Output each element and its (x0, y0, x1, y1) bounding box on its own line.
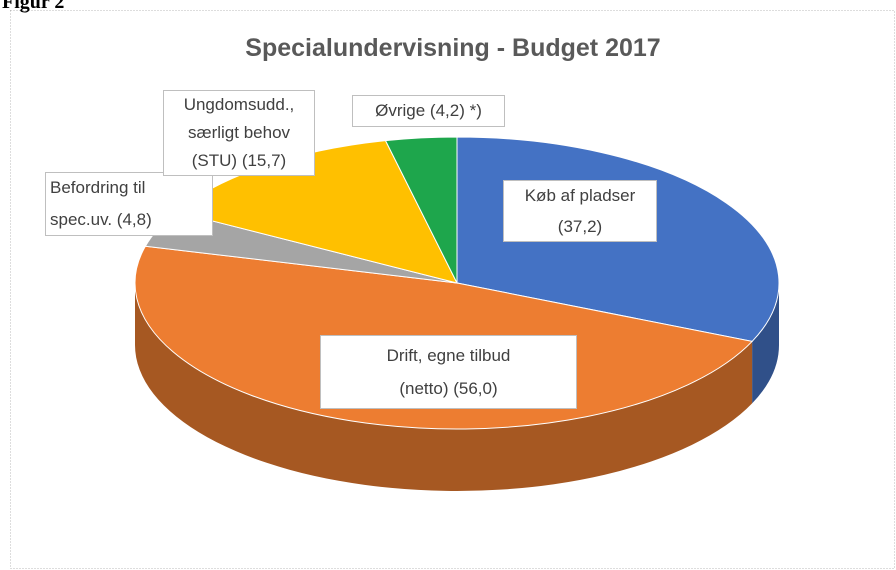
category-label: Drift, egne tilbud (netto) (386, 346, 511, 398)
value-label: (37,2) (557, 217, 603, 236)
value-label: (56,0) (453, 379, 498, 398)
data-label: Øvrige (4,2) *) (352, 95, 505, 127)
chart-title: Specialundervisning - Budget 2017 (245, 34, 661, 62)
data-label-text: Ungdomsudd., særligt behov (STU) (15,7) (164, 91, 314, 175)
figure-label: Figur 2 (2, 0, 65, 13)
value-label: (15,7) (241, 151, 287, 170)
value-label: (4,2) (429, 101, 465, 120)
annotation: *) (469, 101, 482, 120)
category-label: Køb af pladser (524, 186, 636, 205)
data-label: Befordring til spec.uv. (4,8) (45, 172, 213, 236)
data-label-text: Øvrige (4,2) *) (354, 99, 504, 123)
chart-border (10, 10, 895, 569)
category-label: Øvrige (375, 101, 426, 120)
data-label-text: Befordring til spec.uv. (4,8) (50, 172, 200, 236)
slice-side (134, 283, 753, 491)
data-label: Drift, egne tilbud (netto) (56,0) (320, 335, 577, 409)
category-label: Ungdomsudd., særligt behov (STU) (183, 95, 295, 170)
data-label-text: Drift, egne tilbud (netto) (56,0) (364, 339, 534, 405)
slice (384, 136, 458, 284)
data-label: Køb af pladser (37,2) (503, 180, 657, 242)
category-label: Befordring til spec.uv. (50, 178, 146, 229)
data-label: Ungdomsudd., særligt behov (STU) (15,7) (163, 90, 315, 176)
value-label: (4,8) (116, 210, 152, 229)
data-label-text: Køb af pladser (37,2) (510, 180, 650, 242)
